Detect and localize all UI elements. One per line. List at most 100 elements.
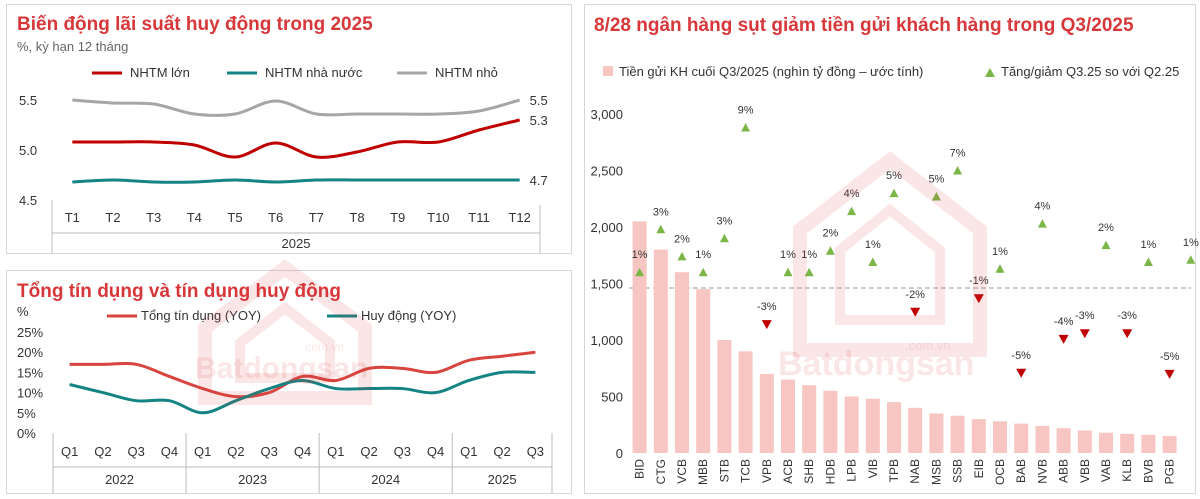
legend-swatch <box>985 68 995 77</box>
bar <box>1077 430 1092 453</box>
x-tick-label: Q2 <box>493 444 510 459</box>
x-tick-label: PGB <box>1163 459 1177 484</box>
change-marker <box>973 294 984 304</box>
change-label: 2% <box>822 228 838 240</box>
change-label: 1% <box>992 246 1008 258</box>
x-tick-label: VAB <box>1099 459 1113 482</box>
y-tick-label: 2,500 <box>590 164 623 179</box>
change-label: 1% <box>632 249 648 261</box>
x-tick-label: EIB <box>972 459 986 478</box>
bar <box>865 398 880 453</box>
change-label: 1% <box>801 249 817 261</box>
chart-title: Biến động lãi suất huy động trong 2025 <box>17 14 373 35</box>
bar <box>1162 436 1177 453</box>
y-tick-label: 0% <box>17 426 36 441</box>
x-tick-label: Q3 <box>394 444 411 459</box>
legend-label: Tiền gửi KH cuối Q3/2025 (nghìn tỷ đồng … <box>619 64 923 79</box>
change-label: 1% <box>695 249 711 261</box>
change-marker <box>1016 368 1027 378</box>
change-marker <box>847 206 857 216</box>
change-label: -2% <box>905 289 925 301</box>
bar <box>1099 432 1113 453</box>
x-tick-label: HDB <box>823 459 837 484</box>
change-marker <box>741 123 751 132</box>
x-tick-label: Q1 <box>327 444 344 459</box>
bar <box>759 373 774 453</box>
change-marker <box>719 233 729 243</box>
x-tick-label: VIB <box>866 459 880 478</box>
legend-label: NHTM lớn <box>130 65 190 80</box>
change-marker <box>698 267 708 277</box>
bar <box>738 351 753 453</box>
end-value-label: 4.7 <box>530 173 548 188</box>
change-marker <box>1186 255 1196 264</box>
deposit-rate-panel: Biến động lãi suất huy động trong 2025 %… <box>6 4 572 254</box>
change-label: 2% <box>1098 222 1114 234</box>
x-tick-label: LPB <box>845 459 859 482</box>
change-label: -4% <box>1054 316 1074 328</box>
change-label: -1% <box>969 275 989 287</box>
bar <box>929 413 944 453</box>
x-tick-label: TCB <box>739 459 753 483</box>
y-tick-label: 1,500 <box>590 277 623 292</box>
change-label: 1% <box>780 249 796 261</box>
x-tick-label: STB <box>717 459 731 482</box>
change-marker <box>804 267 814 277</box>
x-tick-label: NVB <box>1035 459 1049 484</box>
bar <box>1035 425 1050 453</box>
x-tick-label: T10 <box>427 210 449 225</box>
x-group-label: 2023 <box>238 472 267 487</box>
x-tick-label: TPB <box>887 459 901 482</box>
bar <box>950 415 965 453</box>
change-marker <box>1037 219 1047 228</box>
change-label: 1% <box>865 239 881 251</box>
x-tick-label: T2 <box>105 210 120 225</box>
change-label: -5% <box>1160 351 1180 363</box>
x-tick-label: T3 <box>146 210 161 225</box>
legend-swatch <box>603 66 613 76</box>
x-tick-label: Q4 <box>161 444 178 459</box>
change-marker <box>783 267 793 277</box>
x-tick-label: MSB <box>929 459 943 485</box>
x-tick-label: T11 <box>468 210 489 225</box>
series-line <box>72 178 520 184</box>
y-tick-label: 1,000 <box>590 333 623 348</box>
bar <box>1141 434 1156 453</box>
x-tick-label: Q2 <box>227 444 244 459</box>
x-tick-label: BAB <box>1014 459 1028 483</box>
chart-title: Tổng tín dụng và tín dụng huy động <box>17 281 341 302</box>
x-tick-label: T9 <box>390 210 405 225</box>
x-tick-label: SHB <box>802 459 816 484</box>
change-label: -3% <box>1117 310 1137 322</box>
series-line <box>72 118 521 159</box>
bar <box>653 249 668 453</box>
x-tick-label: Q3 <box>527 444 544 459</box>
deposits-bar-chart: Tiền gửi KH cuối Q3/2025 (nghìn tỷ đồng … <box>590 64 1199 485</box>
x-tick-label: T1 <box>65 210 80 225</box>
bar <box>696 289 711 453</box>
change-label: -3% <box>757 301 777 313</box>
y-tick-label: 5.5 <box>19 93 37 108</box>
y-tick-label: 3,000 <box>590 107 623 122</box>
x-tick-label: Q1 <box>460 444 477 459</box>
y-tick-label: 25% <box>17 325 43 340</box>
x-tick-label: Q2 <box>94 444 111 459</box>
y-tick-label: 5.0 <box>19 143 37 158</box>
change-label: 5% <box>928 173 944 185</box>
legend-label: NHTM nhà nước <box>265 65 363 80</box>
bar <box>908 407 923 453</box>
x-tick-label: NAB <box>908 459 922 484</box>
y-tick-label: 2,000 <box>590 220 623 235</box>
x-tick-label: Q1 <box>194 444 211 459</box>
x-tick-label: CTG <box>654 459 668 484</box>
change-label: 3% <box>716 215 732 227</box>
change-label: 5% <box>886 170 902 182</box>
bar <box>887 402 901 453</box>
bar <box>802 385 817 453</box>
x-tick-label: T5 <box>227 210 242 225</box>
x-group-label: 2022 <box>105 472 134 487</box>
change-marker <box>1101 240 1111 250</box>
y-tick-label: 20% <box>17 345 43 360</box>
end-value-label: 5.5 <box>530 93 548 108</box>
credit-line-chart: % Tổng tín dụng (YOY) Huy động (YOY) 0% 5% 10… <box>17 304 553 493</box>
